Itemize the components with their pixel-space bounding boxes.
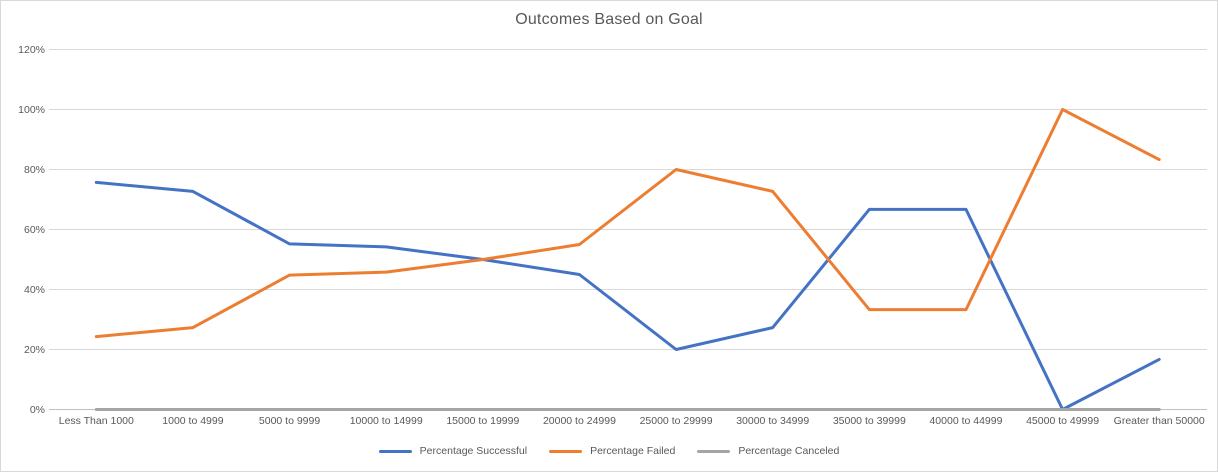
legend-label: Percentage Successful bbox=[419, 445, 528, 457]
x-axis-label: Less Than 1000 bbox=[58, 415, 134, 427]
legend-line-swatch bbox=[378, 449, 412, 453]
x-axis-label: 30000 to 34999 bbox=[736, 415, 810, 427]
x-axis-label: Greater than 50000 bbox=[1113, 415, 1205, 427]
legend-item-percentage-failed: Percentage Failed bbox=[549, 445, 675, 457]
x-axis-label: 1000 to 4999 bbox=[162, 415, 224, 427]
y-axis-label: 100% bbox=[18, 103, 45, 116]
legend-line-swatch bbox=[697, 449, 731, 453]
x-axis-label: 10000 to 14999 bbox=[349, 415, 423, 427]
legend: Percentage Successful Percentage Failed Pe… bbox=[1, 445, 1217, 457]
legend-line-swatch bbox=[549, 449, 583, 453]
y-axis-label: 0% bbox=[29, 403, 45, 416]
y-axis-label: 120% bbox=[18, 43, 45, 56]
x-axis-label: 35000 to 39999 bbox=[832, 415, 906, 427]
x-axis-label: 45000 to 49999 bbox=[1026, 415, 1100, 427]
x-axis-label: 5000 to 9999 bbox=[258, 415, 321, 427]
series-line-percentage-successful bbox=[94, 180, 1161, 411]
x-axis-label: 20000 to 24999 bbox=[542, 415, 616, 427]
x-axis-label: 15000 to 19999 bbox=[446, 415, 520, 427]
legend-label: Percentage Canceled bbox=[738, 445, 840, 457]
legend-label: Percentage Failed bbox=[590, 445, 676, 457]
x-axis-label: 40000 to 44999 bbox=[929, 415, 1003, 427]
x-axis-label: 25000 to 29999 bbox=[639, 415, 713, 427]
legend-item-percentage-canceled: Percentage Canceled bbox=[697, 445, 839, 457]
chart-title: Outcomes Based on Goal bbox=[515, 11, 703, 28]
y-axis-label: 40% bbox=[23, 283, 45, 296]
y-axis-label: 80% bbox=[23, 163, 45, 176]
y-axis-label: 60% bbox=[23, 223, 45, 236]
series-line-percentage-failed bbox=[94, 108, 1161, 339]
legend-item-percentage-successful: Percentage Successful bbox=[378, 445, 528, 457]
y-axis-label: 20% bbox=[23, 343, 45, 356]
